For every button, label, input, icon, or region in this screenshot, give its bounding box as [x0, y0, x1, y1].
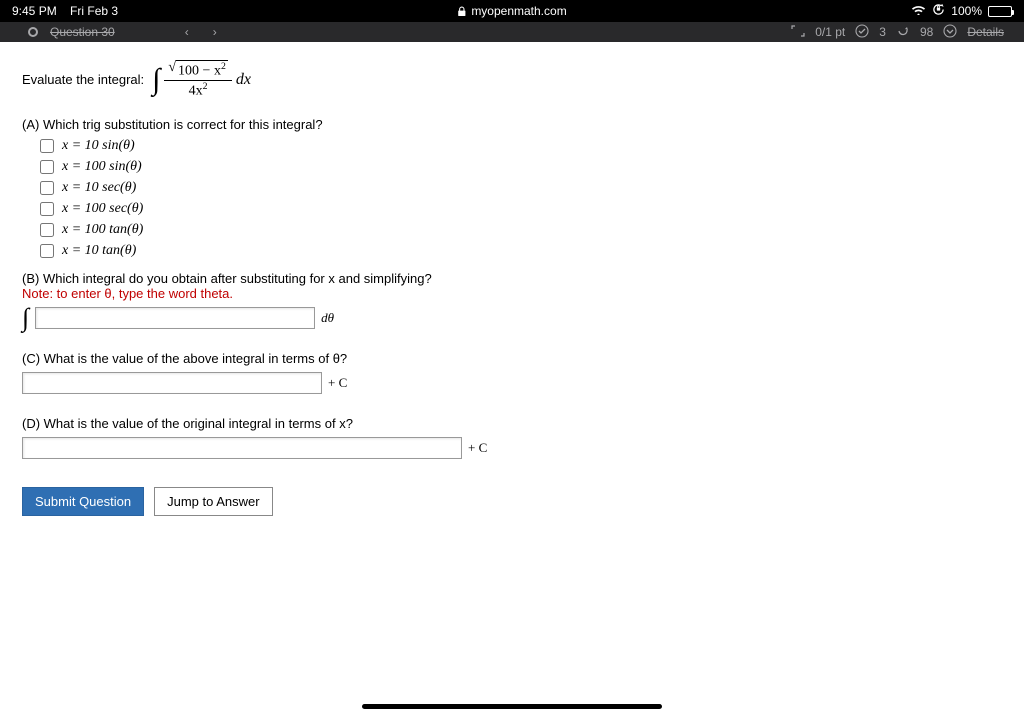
- part-b-text: (B) Which integral do you obtain after s…: [22, 271, 432, 286]
- option-1[interactable]: x = 10 sin(θ): [40, 138, 1002, 154]
- option-6[interactable]: x = 10 tan(θ): [40, 243, 1002, 259]
- tries-check-icon: [855, 24, 869, 41]
- part-c-label: (C) What is the value of the above integ…: [22, 351, 1002, 366]
- question-ribbon: Question 30 ‹ › 0/1 pt 3 98 Details: [0, 22, 1024, 42]
- integral-sign-icon: ∫: [152, 68, 160, 92]
- battery-pct: 100%: [951, 4, 982, 18]
- score-text: 0/1 pt: [815, 25, 845, 39]
- fraction-denominator: 4x: [189, 83, 203, 98]
- option-3[interactable]: x = 10 sec(θ): [40, 180, 1002, 196]
- part-b-label: (B) Which integral do you obtain after s…: [22, 271, 1002, 301]
- orientation-lock-icon: [932, 3, 945, 19]
- wifi-icon: [911, 4, 926, 18]
- status-right: 100%: [911, 3, 1012, 19]
- part-d-label: (D) What is the value of the original in…: [22, 416, 1002, 431]
- status-date: Fri Feb 3: [70, 4, 118, 18]
- option-5-label: x = 100 tan(θ): [62, 222, 143, 238]
- tries-total: 98: [920, 25, 933, 39]
- option-1-checkbox[interactable]: [40, 139, 54, 153]
- question-status-dot: [28, 27, 38, 37]
- part-b-integral-icon: ∫: [22, 308, 29, 329]
- integral-expression: ∫ √ 100 − x2 4x2 dx: [152, 60, 251, 99]
- status-left: 9:45 PM Fri Feb 3: [12, 4, 118, 18]
- option-6-checkbox[interactable]: [40, 244, 54, 258]
- option-2-checkbox[interactable]: [40, 160, 54, 174]
- part-b-note: Note: to enter θ, type the word theta.: [22, 286, 233, 301]
- part-a-label: (A) Which trig substitution is correct f…: [22, 117, 1002, 132]
- part-b-input[interactable]: [35, 307, 315, 329]
- nav-next[interactable]: ›: [207, 25, 223, 39]
- status-center: myopenmath.com: [457, 4, 566, 18]
- part-a-options: x = 10 sin(θ) x = 100 sin(θ) x = 10 sec(…: [40, 138, 1002, 259]
- option-2-label: x = 100 sin(θ): [62, 159, 142, 175]
- tries-count: 3: [879, 25, 886, 39]
- part-c-input[interactable]: [22, 372, 322, 394]
- option-2[interactable]: x = 100 sin(θ): [40, 159, 1002, 175]
- retry-icon[interactable]: [896, 24, 910, 41]
- details-link[interactable]: Details: [967, 25, 1004, 39]
- sqrt-radicand: 100 − x: [178, 64, 221, 79]
- expand-icon[interactable]: [791, 25, 805, 40]
- battery-icon: [988, 6, 1012, 17]
- option-3-checkbox[interactable]: [40, 181, 54, 195]
- action-buttons: Submit Question Jump to Answer: [22, 487, 1002, 516]
- option-4-label: x = 100 sec(θ): [62, 201, 143, 217]
- nav-prev[interactable]: ‹: [179, 25, 195, 39]
- option-6-label: x = 10 tan(θ): [62, 243, 136, 259]
- part-d-input[interactable]: [22, 437, 462, 459]
- status-time: 9:45 PM: [12, 4, 57, 18]
- jump-to-answer-button[interactable]: Jump to Answer: [154, 487, 273, 516]
- part-d-suffix: + C: [468, 440, 487, 456]
- dx-label: dx: [236, 71, 251, 89]
- status-domain: myopenmath.com: [471, 4, 566, 18]
- part-b-suffix: dθ: [321, 310, 334, 326]
- prompt-lead: Evaluate the integral:: [22, 72, 144, 87]
- lock-icon: [457, 6, 466, 17]
- part-b-input-row: ∫ dθ: [22, 307, 1002, 329]
- part-d-input-row: + C: [22, 437, 1002, 459]
- home-indicator[interactable]: [362, 704, 662, 709]
- integral-prompt: Evaluate the integral: ∫ √ 100 − x2 4x2 …: [22, 60, 1002, 99]
- question-number: Question 30: [50, 25, 115, 39]
- option-5[interactable]: x = 100 tan(θ): [40, 222, 1002, 238]
- option-3-label: x = 10 sec(θ): [62, 180, 136, 196]
- device-statusbar: 9:45 PM Fri Feb 3 myopenmath.com 100%: [0, 0, 1024, 22]
- part-c-suffix: + C: [328, 375, 347, 391]
- question-body: Evaluate the integral: ∫ √ 100 − x2 4x2 …: [0, 42, 1024, 534]
- part-c-input-row: + C: [22, 372, 1002, 394]
- option-5-checkbox[interactable]: [40, 223, 54, 237]
- option-4-checkbox[interactable]: [40, 202, 54, 216]
- option-4[interactable]: x = 100 sec(θ): [40, 201, 1002, 217]
- submit-button[interactable]: Submit Question: [22, 487, 144, 516]
- option-1-label: x = 10 sin(θ): [62, 138, 135, 154]
- details-toggle-icon[interactable]: [943, 24, 957, 41]
